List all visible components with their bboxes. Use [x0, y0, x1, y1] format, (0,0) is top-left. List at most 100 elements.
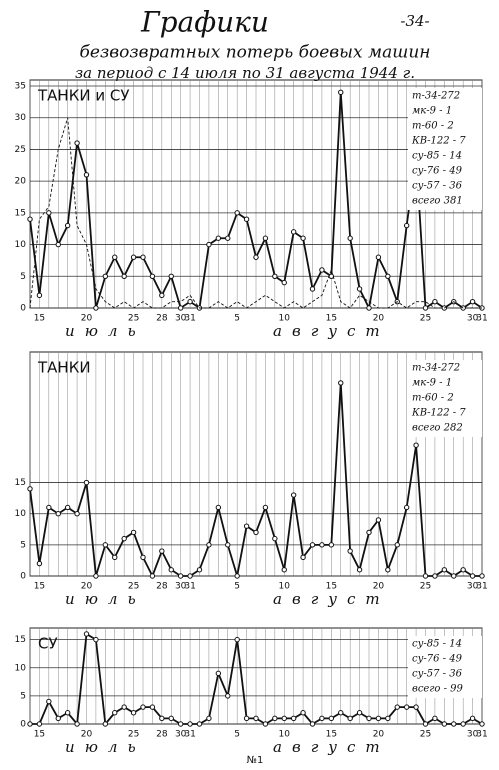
data-point: [36, 292, 43, 299]
chart-label: ТАНКИ и СУ: [37, 87, 129, 105]
data-point: [375, 254, 382, 260]
x-tick-label: 31: [184, 730, 195, 740]
y-tick-label: 15: [15, 478, 26, 488]
data-point: [338, 89, 344, 96]
x-tick-label: 30: [175, 582, 187, 592]
data-point: [55, 511, 61, 517]
data-point: [206, 241, 212, 248]
x-tick-label: 25: [420, 314, 431, 324]
data-point: [366, 715, 372, 722]
doc-subtitle: безвозвратных потерь боевых машин: [80, 43, 431, 63]
data-point: [27, 216, 33, 222]
data-point: [432, 573, 438, 579]
data-point: [469, 715, 476, 722]
x-tick-label: 15: [326, 582, 337, 592]
x-tick-label: 15: [326, 730, 337, 740]
x-tick-label: 20: [373, 582, 385, 592]
data-point: [479, 721, 485, 727]
y-tick-label: 25: [15, 145, 26, 155]
data-point: [347, 548, 353, 554]
data-point: [328, 542, 335, 548]
data-point: [272, 535, 278, 542]
data-point: [74, 721, 80, 727]
data-point: [140, 554, 146, 561]
x-tick-label: 25: [420, 730, 431, 740]
data-point: [394, 704, 400, 710]
data-point: [253, 715, 259, 722]
data-point: [356, 567, 363, 573]
data-point: [112, 710, 118, 716]
x-tick-label: 31: [476, 314, 487, 324]
data-point: [130, 529, 137, 536]
data-point: [460, 567, 466, 573]
data-point: [74, 140, 80, 146]
data-point: [93, 573, 99, 579]
data-point: [422, 721, 429, 727]
x-tick-label: 5: [234, 582, 240, 592]
data-point: [112, 554, 118, 561]
data-point: [102, 273, 109, 279]
x-tick-label: 28: [156, 314, 168, 324]
x-tick-label: 31: [476, 730, 487, 740]
data-point: [319, 542, 325, 548]
data-point: [159, 292, 165, 299]
data-point: [290, 492, 297, 498]
data-point: [272, 273, 278, 279]
data-point: [149, 573, 156, 579]
data-point: [55, 715, 61, 722]
legend-line: КВ-122 - 7: [411, 408, 466, 419]
y-tick-label: 30: [15, 113, 27, 123]
data-point: [177, 573, 184, 579]
y-tick-label: 10: [15, 509, 27, 519]
x-tick-label: 30: [175, 314, 187, 324]
data-point: [300, 235, 306, 241]
data-point: [469, 573, 476, 579]
data-point: [27, 721, 33, 727]
x-tick-label: 30: [467, 730, 479, 740]
data-point: [93, 636, 99, 643]
data-point: [55, 241, 61, 248]
data-point: [366, 529, 372, 536]
x-tick-label: 20: [81, 314, 93, 324]
legend-line: су-57 - 36: [412, 669, 463, 680]
legend-line: т-60 - 2: [412, 393, 454, 404]
data-point: [356, 286, 363, 292]
y-tick-label: 5: [20, 540, 26, 550]
data-point: [177, 721, 184, 727]
data-point: [36, 560, 43, 567]
y-tick-label: 15: [15, 208, 26, 218]
y-tick-label: 10: [15, 663, 27, 673]
legend-line: су-76 - 49: [412, 654, 463, 665]
month-label: август: [273, 738, 390, 756]
legend-box: [408, 636, 482, 698]
data-point: [272, 715, 278, 722]
data-point: [243, 523, 250, 529]
data-point: [130, 254, 137, 260]
data-point: [121, 535, 127, 542]
chart-label: ТАНКИ: [37, 359, 91, 377]
data-point: [451, 573, 457, 579]
data-point: [149, 704, 156, 710]
legend-line: т-60 - 2: [412, 121, 454, 132]
legend-line: КВ-122 - 7: [411, 136, 466, 147]
x-tick-label: 31: [184, 582, 195, 592]
y-tick-label: 5: [20, 691, 26, 701]
y-tick-label: 20: [15, 177, 27, 187]
data-point: [319, 267, 325, 273]
doc-title: Графики: [140, 6, 269, 39]
data-point: [64, 222, 71, 229]
x-tick-label: 10: [279, 314, 291, 324]
data-point: [83, 172, 90, 178]
x-tick-label: 5: [234, 730, 240, 740]
month-label: август: [273, 322, 390, 340]
x-tick-label: 28: [156, 582, 168, 592]
data-point: [112, 254, 118, 260]
x-tick-label: 30: [467, 582, 479, 592]
x-tick-label: 30: [467, 314, 479, 324]
data-point: [309, 286, 316, 292]
data-point: [168, 715, 174, 722]
data-point: [187, 573, 193, 579]
data-point: [290, 715, 297, 722]
legend-box: [408, 360, 482, 437]
